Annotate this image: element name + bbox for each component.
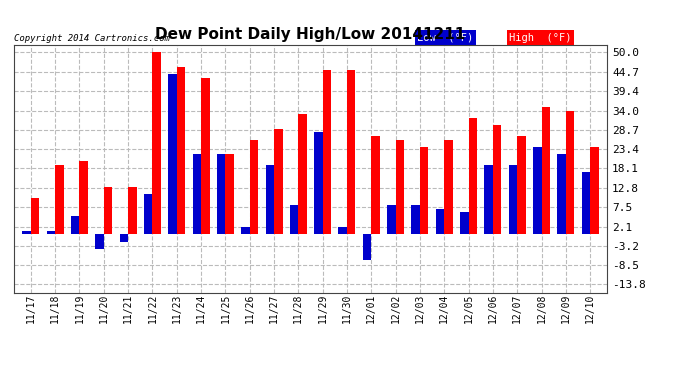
Bar [582, 172, 590, 234]
Bar [128, 187, 137, 234]
Bar [217, 154, 226, 234]
Text: Low  (°F): Low (°F) [417, 33, 473, 42]
Bar [339, 227, 347, 234]
Bar [71, 216, 79, 234]
Bar [104, 187, 112, 234]
Title: Dew Point Daily High/Low 20141211: Dew Point Daily High/Low 20141211 [155, 27, 466, 42]
Bar [347, 70, 355, 234]
Text: High  (°F): High (°F) [509, 33, 572, 42]
Bar [590, 147, 599, 234]
Bar [79, 162, 88, 234]
Bar [387, 205, 395, 234]
Bar [420, 147, 428, 234]
Bar [250, 140, 258, 234]
Bar [411, 205, 420, 234]
Bar [493, 125, 502, 234]
Bar [168, 74, 177, 234]
Bar [152, 52, 161, 234]
Bar [226, 154, 234, 234]
Bar [22, 231, 31, 234]
Bar [119, 234, 128, 242]
Bar [177, 67, 185, 234]
Bar [47, 231, 55, 234]
Bar [266, 165, 274, 234]
Bar [558, 154, 566, 234]
Bar [193, 154, 201, 234]
Bar [371, 136, 380, 234]
Bar [469, 118, 477, 234]
Bar [298, 114, 307, 234]
Bar [566, 111, 574, 234]
Bar [363, 234, 371, 260]
Bar [314, 132, 323, 234]
Bar [323, 70, 331, 234]
Bar [509, 165, 518, 234]
Bar [436, 209, 444, 234]
Bar [460, 212, 469, 234]
Bar [533, 147, 542, 234]
Bar [542, 107, 550, 234]
Bar [518, 136, 526, 234]
Bar [241, 227, 250, 234]
Bar [484, 165, 493, 234]
Bar [201, 78, 210, 234]
Bar [95, 234, 104, 249]
Bar [395, 140, 404, 234]
Bar [31, 198, 39, 234]
Bar [144, 194, 152, 234]
Text: Copyright 2014 Cartronics.com: Copyright 2014 Cartronics.com [14, 33, 170, 42]
Bar [444, 140, 453, 234]
Bar [274, 129, 282, 234]
Bar [290, 205, 298, 234]
Bar [55, 165, 63, 234]
